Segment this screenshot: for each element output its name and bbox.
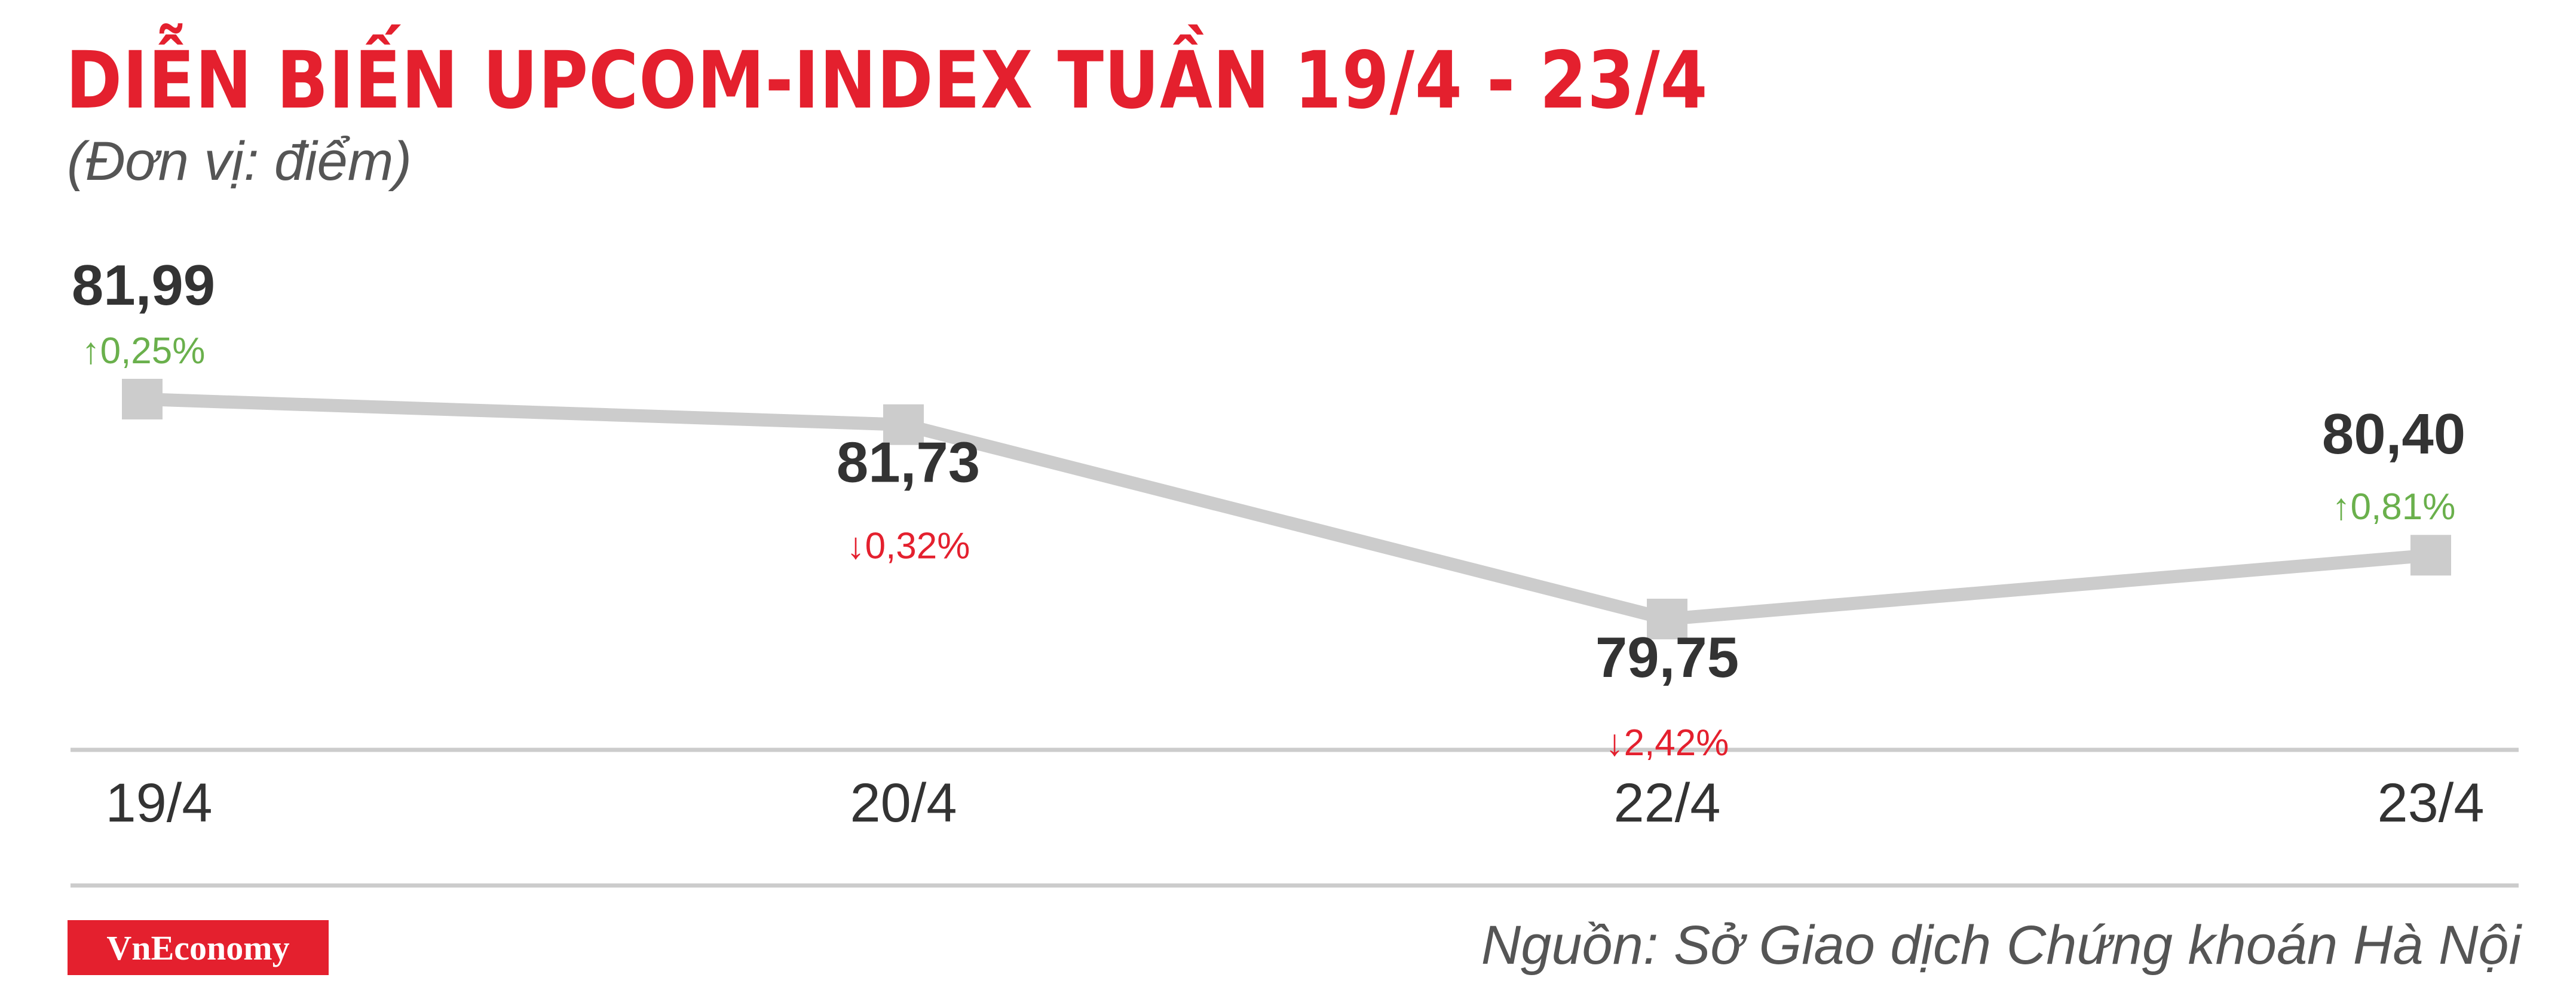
data-value-label: 79,75: [1595, 626, 1739, 690]
data-change-label: ↑0,81%: [2332, 486, 2456, 528]
data-point-marker: [1647, 599, 1687, 640]
x-tick-label: 19/4: [105, 773, 212, 833]
unit-subtitle: (Đơn vị: điểm): [67, 131, 412, 192]
x-tick-label: 20/4: [850, 773, 957, 833]
data-value-label: 81,99: [72, 253, 215, 317]
series-layer: [122, 379, 2451, 640]
page-title: DIỄN BIẾN UPCOM-INDEX TUẦN 19/4 - 23/4: [66, 35, 1708, 127]
series-line: [142, 393, 2431, 626]
data-change-label: ↑0,25%: [82, 330, 206, 372]
data-change-label: ↓0,32%: [847, 526, 970, 567]
data-point-marker: [2410, 535, 2451, 576]
data-value-label: 81,73: [837, 431, 980, 495]
vneconomy-logo: VnEconomy: [68, 920, 329, 975]
x-tick-label: 22/4: [1613, 773, 1720, 833]
data-point-marker: [122, 379, 163, 419]
source-note: Nguồn: Sở Giao dịch Chứng khoán Hà Nội: [1481, 915, 2521, 976]
labels-layer: 81,99 ↑0,25% 81,73 ↓0,32% 79,75 ↓2,42% 80,40 ↑0…: [72, 253, 2465, 764]
data-point-marker: [883, 404, 924, 445]
x-tick-label: 23/4: [2377, 773, 2484, 833]
data-change-label: ↓2,42%: [1606, 722, 1729, 764]
x-axis: 19/4 20/4 22/4 23/4: [105, 773, 2484, 833]
data-value-label: 80,40: [2322, 402, 2465, 466]
